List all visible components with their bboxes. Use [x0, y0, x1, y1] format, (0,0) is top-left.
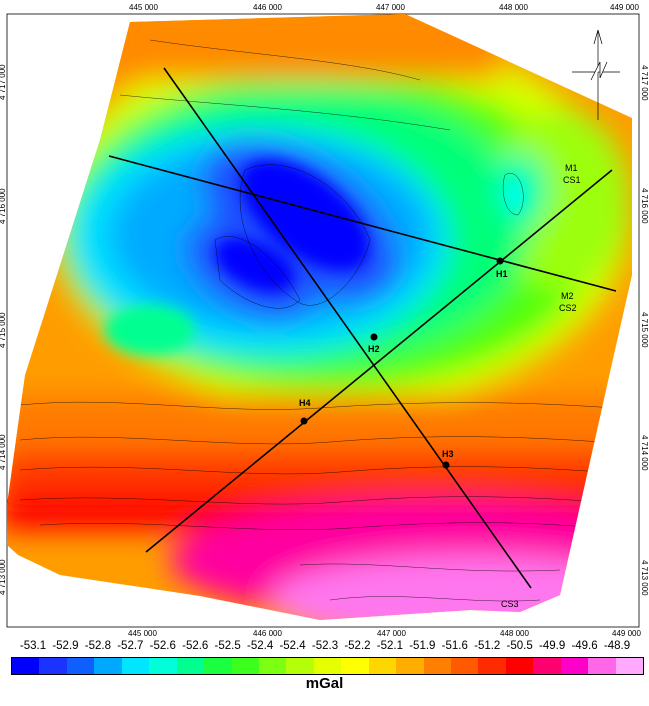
y-tick-right-4714000: 4 714 000 [640, 435, 649, 471]
point-h3-marker [442, 461, 450, 469]
colorbar-swatch [368, 658, 397, 674]
colorbar-legend: -53.1 -52.9 -52.8 -52.7 -52.6 -52.6 -52.5 -52.4… [0, 640, 649, 706]
y-axis-right: 4 717 000 4 716 000 4 715 000 4 714 000 … [640, 65, 649, 596]
profile-line-m2-cs2 [108, 155, 617, 292]
y-tick-right-4715000: 4 715 000 [640, 312, 649, 348]
x-tick-top-449000: 449 000 [610, 3, 639, 12]
colorbar-swatch [341, 658, 369, 674]
colorbar-swatch [423, 658, 451, 674]
colorbar-label: -52.5 [214, 640, 241, 652]
colorbar-swatch [121, 658, 150, 674]
x-tick-top-445000: 445 000 [129, 3, 158, 12]
colorbar-label: -49.9 [539, 640, 566, 652]
anomaly-surface [7, 14, 632, 620]
x-tick-top-448000: 448 000 [499, 3, 528, 12]
y-tick-right-4717000: 4 717 000 [640, 65, 649, 101]
colorbar-swatch [149, 658, 177, 674]
colorbar-label: -51.2 [474, 640, 501, 652]
colorbar-swatch [258, 658, 287, 674]
y-axis-left: 4 717 000 4 716 000 4 715 000 4 714 000 … [0, 64, 7, 595]
colorbar-unit: mGal [305, 675, 344, 692]
colorbar-label: -52.1 [376, 640, 403, 652]
survey-points: H1 H2 H3 H4 [299, 257, 508, 469]
colorbar-label: -52.8 [84, 640, 111, 652]
x-tick-bottom-446000: 446 000 [253, 629, 282, 638]
colorbar-label: -52.4 [279, 640, 306, 652]
colorbar-swatch [615, 658, 644, 674]
profile-label-cs2: CS2 [559, 303, 577, 313]
x-tick-bottom-449000: 449 000 [612, 629, 641, 638]
colorbar-label: -52.7 [117, 640, 144, 652]
colorbar-label: -52.2 [344, 640, 371, 652]
north-arrow-icon [572, 29, 620, 120]
colorbar-label: -49.6 [571, 640, 598, 652]
x-tick-top-447000: 447 000 [376, 3, 405, 12]
point-h2-marker [370, 333, 378, 341]
colorbar-swatch [12, 658, 40, 674]
colorbar-label: -52.3 [311, 640, 339, 652]
x-tick-top-446000: 446 000 [253, 3, 282, 12]
colorbar-label: -51.9 [409, 640, 436, 652]
colorbar-swatch [39, 658, 67, 674]
colorbar-swatch [176, 658, 205, 674]
profile-label-m2: M2 [561, 291, 574, 301]
colorbar-swatch [231, 658, 259, 674]
y-tick-left-4716000: 4 716 000 [0, 188, 7, 224]
y-tick-right-4713000: 4 713 000 [640, 560, 649, 596]
x-axis-bottom: 445 000 446 000 447 000 448 000 449 000 [128, 629, 641, 638]
colorbar-swatch [588, 658, 616, 674]
point-h1-label: H1 [496, 269, 508, 279]
colorbar-label: -52.4 [247, 640, 274, 652]
colorbar-swatch [478, 658, 506, 674]
profile-label-m1: M1 [565, 163, 578, 173]
x-tick-bottom-445000: 445 000 [128, 629, 157, 638]
colorbar-label: -52.9 [52, 640, 79, 652]
x-tick-bottom-448000: 448 000 [500, 629, 529, 638]
colorbar-label: -50.5 [506, 640, 533, 652]
colorbar-swatch [313, 658, 342, 674]
colorbar-swatch [286, 658, 314, 674]
colorbar-label: -52.6 [182, 640, 209, 652]
profile-label-cs3: CS3 [501, 599, 519, 609]
colorbar-label: -52.6 [149, 640, 176, 652]
profile-lines [108, 67, 617, 589]
gravity-anomaly-map: H1 H2 H3 H4 M1 CS1 M2 CS2 CS3 445 000 44… [0, 3, 649, 638]
profile-line-m1-cs1 [163, 67, 532, 589]
colorbar-swatch [451, 658, 479, 674]
point-h3-label: H3 [442, 449, 454, 459]
colorbar-swatch [396, 658, 424, 674]
colorbar-swatch [560, 658, 589, 674]
profile-label-cs1: CS1 [563, 175, 581, 185]
colorbar-label: -48.9 [603, 640, 631, 652]
y-tick-left-4713000: 4 713 000 [0, 559, 7, 595]
x-axis-top: 445 000 446 000 447 000 448 000 449 000 [129, 3, 639, 12]
colorbar-swatch [505, 658, 534, 674]
colorbar [11, 657, 644, 675]
colorbar-label: -51.6 [441, 640, 468, 652]
point-h4-marker [300, 417, 308, 425]
x-tick-bottom-447000: 447 000 [377, 629, 406, 638]
colorbar-swatch [533, 658, 561, 674]
y-tick-left-4717000: 4 717 000 [0, 64, 7, 100]
colorbar-swatch [204, 658, 232, 674]
point-h2-label: H2 [368, 344, 380, 354]
point-h1-marker [496, 257, 504, 265]
profile-line-cs3 [145, 169, 613, 553]
colorbar-label: -53.1 [19, 640, 47, 652]
point-h4-label: H4 [299, 398, 311, 408]
colorbar-swatch [94, 658, 122, 674]
colorbar-swatch [66, 658, 95, 674]
y-tick-left-4714000: 4 714 000 [0, 434, 7, 470]
y-tick-right-4716000: 4 716 000 [640, 188, 649, 224]
profile-labels: M1 CS1 M2 CS2 CS3 [501, 163, 581, 609]
y-tick-left-4715000: 4 715 000 [0, 312, 7, 348]
